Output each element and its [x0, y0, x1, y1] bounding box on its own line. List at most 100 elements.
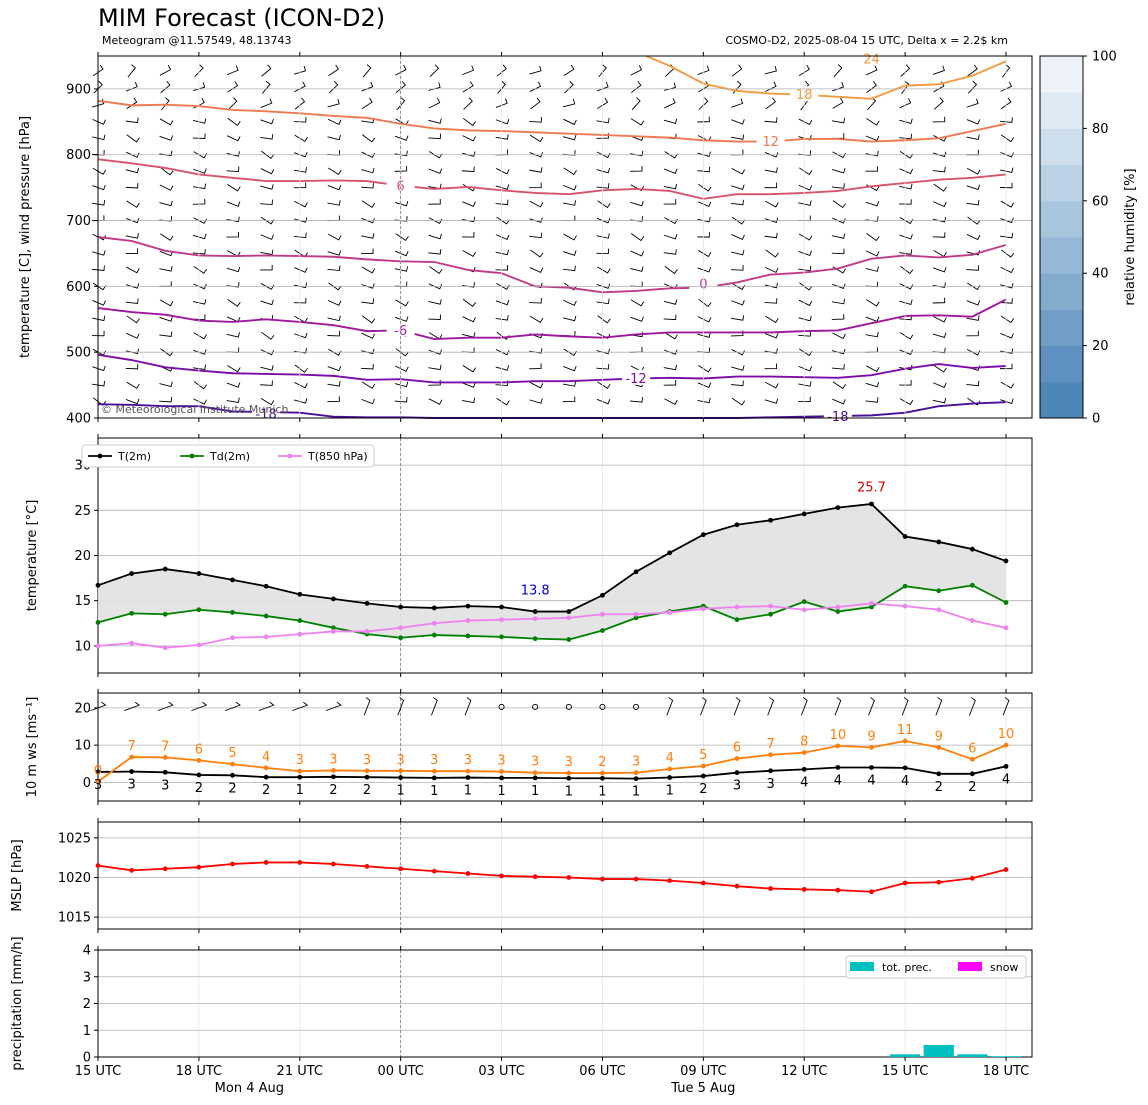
- wind-barb: [293, 151, 308, 158]
- isotherm-line: [645, 55, 1007, 100]
- wind-barb: [731, 64, 743, 77]
- mslp-point: [902, 880, 908, 886]
- wind-barb: [597, 200, 611, 209]
- mslp-point: [532, 874, 538, 880]
- wind-barb: [495, 315, 509, 321]
- colorbar-tick-label: 60: [1092, 194, 1109, 209]
- series-point-2: [633, 611, 639, 617]
- wind-barb: [294, 134, 308, 142]
- series-point-1: [936, 588, 942, 594]
- wind-barb: [428, 98, 441, 109]
- wind-barb: [462, 298, 477, 307]
- wind-barb: [697, 397, 711, 404]
- isotherm-line: [97, 353, 1007, 384]
- mslp-point: [431, 868, 437, 874]
- wind-barb: [831, 168, 846, 174]
- wind-barb: [293, 217, 308, 223]
- wind-barb: [563, 299, 577, 306]
- wind-barb: [999, 298, 1013, 304]
- wind-series-point-1: [936, 744, 942, 750]
- wind-barb: [831, 364, 845, 370]
- wind-barb: [1000, 282, 1014, 289]
- wind-barb: [495, 365, 510, 371]
- wind-barb: [429, 64, 440, 77]
- panel-frame: [97, 821, 1033, 930]
- wind-barb: [361, 97, 373, 109]
- wind-barb: [664, 332, 678, 340]
- colorbar-band: [1040, 200, 1083, 238]
- wind-barb: [865, 397, 879, 403]
- wind-barb: [899, 150, 914, 159]
- series-point-0: [1003, 558, 1009, 564]
- mslp-point: [465, 871, 471, 876]
- wind-barbs: [91, 64, 1015, 406]
- surface-wind-barb: [935, 697, 943, 716]
- wind-barb: [630, 266, 644, 272]
- wind-barb: [731, 234, 745, 241]
- mslp-point: [297, 860, 303, 865]
- wind-barb: [630, 316, 644, 322]
- series-point-1: [431, 632, 437, 638]
- wind-barb: [899, 98, 912, 109]
- wind-barb: [428, 198, 441, 205]
- wind-barb: [361, 233, 375, 239]
- wind-barb: [630, 200, 644, 207]
- wind-barb: [899, 349, 913, 356]
- wind-barb: [697, 81, 710, 93]
- y-tick-label: 1: [83, 1024, 91, 1039]
- series-point-2: [364, 629, 370, 634]
- wind-series-point-1: [398, 768, 404, 774]
- series-point-1: [902, 583, 908, 589]
- wind-barb: [1000, 217, 1014, 224]
- wind-barb: [361, 298, 375, 305]
- wind-series-point-0: [297, 774, 303, 780]
- wind-barb: [495, 265, 509, 271]
- wind-series-point-0: [1003, 763, 1009, 769]
- wind-barb: [496, 216, 510, 225]
- series-point-1: [532, 636, 538, 642]
- wind-barb: [159, 118, 174, 126]
- wind-barb: [731, 119, 745, 125]
- mslp-point: [162, 866, 168, 872]
- wind-barb: [293, 167, 307, 173]
- wind-barb: [92, 184, 106, 191]
- wind-barb: [933, 364, 947, 373]
- surface-wind-barb: [700, 697, 707, 716]
- wind-barb: [832, 200, 847, 209]
- wind-barb: [327, 200, 341, 206]
- wind-barb: [428, 349, 443, 355]
- surface-wind-barb: [430, 697, 438, 716]
- wind-barb: [362, 64, 372, 78]
- time-tick-label: 12 UTC: [781, 1064, 827, 1079]
- series-point-0: [196, 571, 202, 576]
- wind-barb: [294, 267, 308, 273]
- wind-barb: [1000, 398, 1014, 404]
- wind-barb: [462, 316, 476, 323]
- wind-barb: [596, 81, 609, 92]
- legend-marker: [189, 453, 195, 459]
- wind-series-point-1: [331, 768, 336, 773]
- series-point-0: [936, 539, 942, 545]
- wind-barb: [227, 81, 239, 93]
- surface-wind-barb: [325, 701, 342, 712]
- wind-barb: [630, 250, 645, 257]
- calm-circle: [599, 703, 606, 710]
- series-point-2: [398, 625, 404, 631]
- wind-barb: [798, 331, 812, 337]
- wind-barb: [293, 297, 307, 304]
- wind-barb: [160, 348, 174, 357]
- wind-barb: [327, 250, 342, 256]
- wind-barb: [159, 381, 173, 388]
- wind-barb: [260, 184, 274, 190]
- wind-series-point-0: [969, 771, 975, 777]
- wind-barb: [193, 266, 208, 274]
- series-point-2: [801, 607, 807, 613]
- wind-barb: [630, 166, 643, 172]
- precip-bar: [957, 1054, 988, 1057]
- wind-series-point-0: [230, 772, 235, 778]
- wind-barb: [731, 98, 744, 108]
- wind-barb: [461, 232, 475, 238]
- series-point-0: [297, 591, 303, 597]
- wind-barb: [832, 398, 846, 405]
- wind-series-point-1: [600, 770, 605, 776]
